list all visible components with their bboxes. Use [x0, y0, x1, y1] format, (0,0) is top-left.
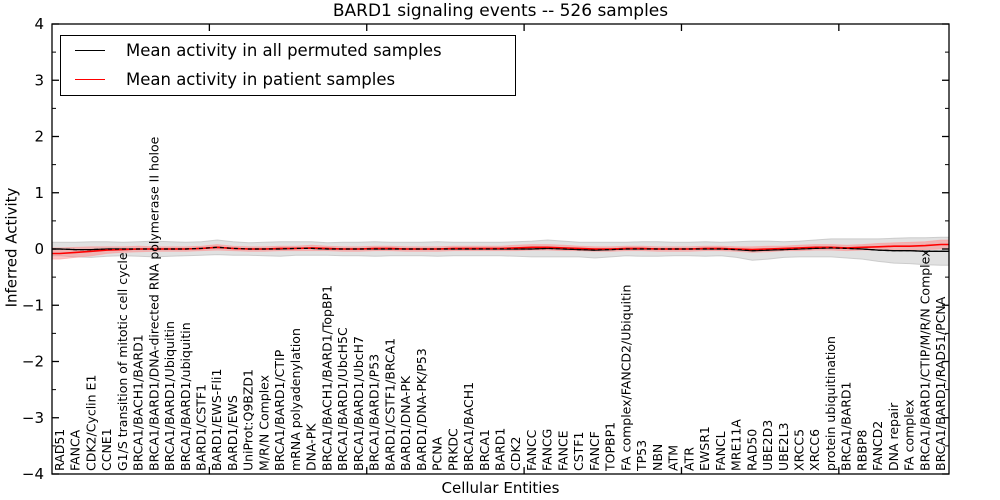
- x-category-label: XRCC5: [792, 429, 807, 471]
- x-category-label: G1/S transition of mitotic cell cycle: [115, 252, 130, 471]
- x-axis-label: Cellular Entities: [441, 479, 560, 497]
- x-category-label: PCNA: [430, 436, 445, 471]
- x-category-label: FA complex/FANCD2/Ubiquitin: [618, 285, 633, 471]
- x-category-label: BARD1/DNA-PK: [398, 375, 413, 471]
- x-category-label: CDK2: [508, 436, 523, 471]
- chart-title: BARD1 signaling events -- 526 samples: [332, 1, 669, 21]
- x-category-label: FANCA: [68, 429, 83, 471]
- x-category-label: BARD1/CSTF1: [194, 384, 209, 471]
- y-tick-label: −1: [22, 296, 44, 314]
- x-category-label: BRCA1/BARD1/Ubiquitin: [162, 321, 177, 471]
- x-category-label: BRCA1/BACH1: [461, 382, 476, 471]
- x-category-label: ATR: [681, 447, 696, 471]
- x-category-label: PRKDC: [445, 428, 460, 471]
- x-category-label: BRCA1/BARD1: [839, 382, 854, 471]
- x-category-label: BARD1/CSTF1/BRCA1: [382, 338, 397, 471]
- x-category-label: BRCA1/BARD1/UbcH5C: [335, 327, 350, 471]
- x-category-label: protein ubiquitination: [823, 336, 838, 471]
- x-category-label: EWSR1: [697, 426, 712, 471]
- legend-label: Mean activity in patient samples: [126, 70, 396, 89]
- legend-item-patient: Mean activity in patient samples: [61, 65, 515, 94]
- x-category-label: BARD1/EWS-Fli1: [209, 369, 224, 471]
- x-category-label: FANCC: [524, 429, 539, 471]
- x-category-label: BRCA1/BARD1/ubiquitin: [178, 322, 193, 471]
- x-category-label: BRCA1/BACH1/BARD1/TopBP1: [319, 285, 334, 471]
- permuted-mean-line-dashes: [52, 246, 949, 252]
- x-category-label: FANCL: [713, 431, 728, 471]
- x-category-label: BRCA1/BARD1/CTIP/M/R/N Complex: [917, 249, 932, 471]
- y-tick-label: 1: [34, 184, 44, 202]
- y-tick-label: −4: [22, 465, 44, 483]
- x-category-label: BRCA1/BARD1/P53: [367, 354, 382, 471]
- x-category-label: CSTF1: [571, 432, 586, 471]
- x-category-label: RBBP8: [854, 430, 869, 471]
- x-category-label: FA complex: [902, 399, 917, 471]
- y-axis-label: Inferred Activity: [2, 187, 21, 308]
- x-category-label: DNA repair: [886, 402, 901, 471]
- x-category-label: ATM: [666, 445, 681, 471]
- legend-line-red-icon: [75, 79, 105, 80]
- x-category-label: BARD1/DNA-PK/P53: [414, 348, 429, 471]
- x-category-label: BARD1: [493, 428, 508, 471]
- x-category-label: BRCA1/BACH1/BARD1: [131, 334, 146, 471]
- x-category-label: TP53: [634, 440, 649, 472]
- y-tick-label: 0: [34, 240, 44, 258]
- x-category-label: CCNE1: [99, 428, 114, 471]
- x-category-label: FANCD2: [870, 421, 885, 471]
- x-category-label: CDK2/Cyclin E1: [83, 375, 98, 471]
- x-category-label: RAD50: [744, 429, 759, 471]
- x-category-label: BRCA1: [477, 429, 492, 471]
- x-category-label: mRNA polyadenylation: [288, 328, 303, 471]
- y-tick-label: 2: [34, 128, 44, 146]
- y-tick-label: −2: [22, 353, 44, 371]
- x-category-label: FANCF: [587, 431, 602, 471]
- x-category-label: UBE2D3: [760, 420, 775, 471]
- x-category-label: XRCC6: [807, 429, 822, 471]
- x-category-label: BARD1/EWS: [225, 395, 240, 471]
- x-category-label: DNA-PK: [304, 423, 319, 471]
- y-tick-label: 3: [34, 71, 44, 89]
- legend: Mean activity in all permuted samples Me…: [60, 35, 516, 96]
- x-category-label: NBN: [650, 444, 665, 471]
- x-category-label: BRCA1/BARD1/DNA-directed RNA polymerase …: [146, 136, 161, 471]
- x-category-label: RAD51: [52, 429, 67, 471]
- x-category-label: FANCG: [540, 429, 555, 471]
- y-tick-label: −3: [22, 409, 44, 427]
- x-category-label: MRE11A: [729, 419, 744, 471]
- x-category-label: BRCA1/BARD1/CTIP: [272, 349, 287, 471]
- x-category-label: TOPBP1: [603, 422, 618, 472]
- x-category-label: BRCA1/BARD1/RAD51/PCNA: [933, 296, 948, 471]
- legend-line-black-icon: [75, 50, 105, 51]
- x-category-label: UniProt:Q9BZD1: [241, 369, 256, 471]
- x-category-label: FANCE: [555, 430, 570, 471]
- legend-item-permuted: Mean activity in all permuted samples: [61, 36, 515, 65]
- y-tick-label: 4: [34, 15, 44, 33]
- legend-label: Mean activity in all permuted samples: [126, 41, 442, 60]
- x-category-label: UBE2L3: [776, 423, 791, 472]
- x-category-label: BRCA1/BARD1/UbcH7: [351, 336, 366, 471]
- x-category-label: M/R/N Complex: [256, 375, 271, 471]
